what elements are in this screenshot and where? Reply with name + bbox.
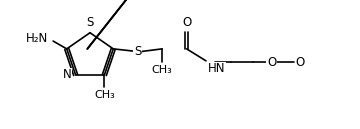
Text: N: N <box>63 68 72 81</box>
Text: CH₃: CH₃ <box>152 65 172 75</box>
Text: CH₃: CH₃ <box>94 90 115 100</box>
Text: H₂N: H₂N <box>26 32 48 45</box>
Text: S: S <box>134 45 141 58</box>
Text: O: O <box>295 56 305 69</box>
Text: O: O <box>182 16 191 29</box>
Text: O: O <box>267 56 276 69</box>
Text: HN: HN <box>208 62 225 75</box>
Text: S: S <box>86 16 94 29</box>
